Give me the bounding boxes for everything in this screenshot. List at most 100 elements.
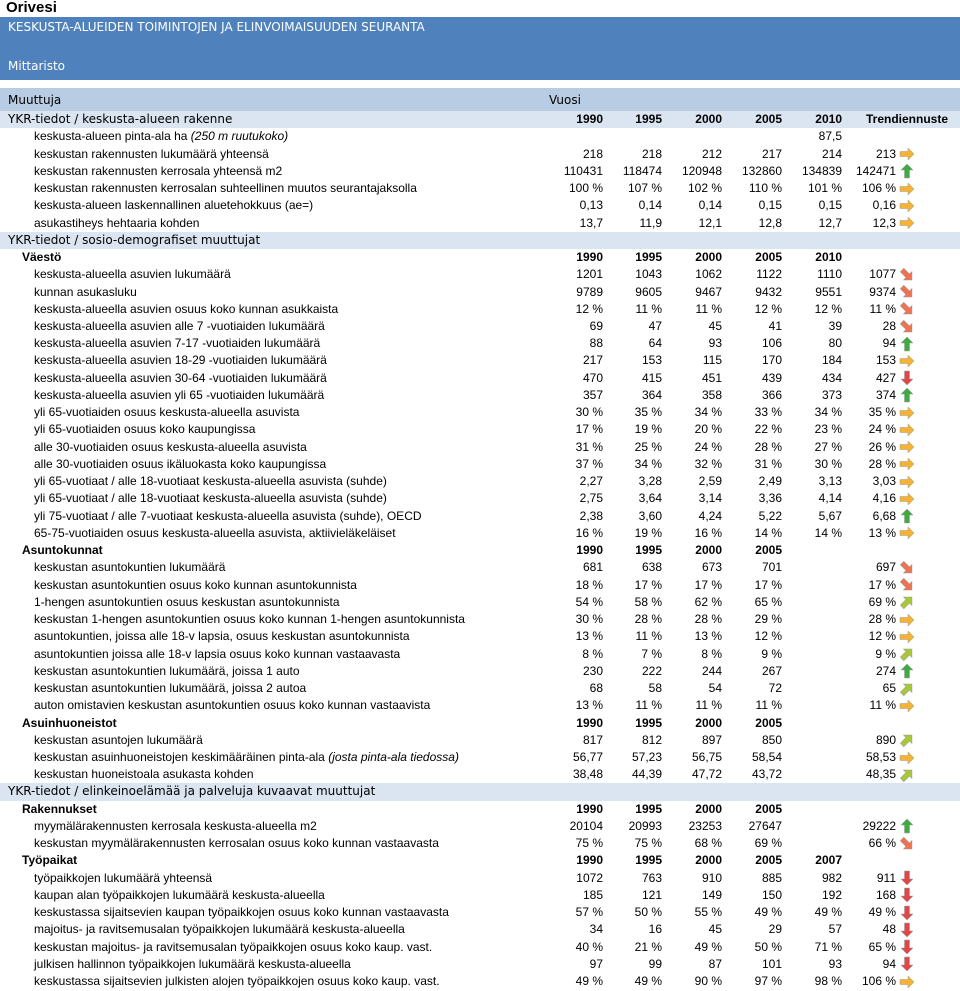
value: 99 xyxy=(648,956,662,971)
row-label: keskustan asuntokuntien osuus koko kunna… xyxy=(34,577,357,592)
value: 30 % xyxy=(575,405,603,420)
value: 13 % xyxy=(694,629,722,644)
year-label: 2010 xyxy=(815,112,842,127)
row-label: kaupan alan työpaikkojen lukumäärä kesku… xyxy=(34,887,325,902)
year-label: 2007 xyxy=(815,853,842,868)
value: 50 % xyxy=(754,939,782,954)
value: 34 xyxy=(589,922,603,937)
year-label: 2005 xyxy=(755,250,782,265)
value: 54 xyxy=(708,681,722,696)
value: 638 xyxy=(641,560,662,575)
value: 75 % xyxy=(575,836,603,851)
row-label: asukastiheys hehtaaria kohden xyxy=(34,215,200,230)
value: 72 xyxy=(768,681,782,696)
value: 19 % xyxy=(634,422,662,437)
value: 58 % xyxy=(634,594,662,609)
value: 357 xyxy=(582,387,603,402)
row-label: yli 65-vuotiaat / alle 18-vuotiaat kesku… xyxy=(34,491,387,506)
trend-arrow xyxy=(900,370,914,386)
value: 366 xyxy=(761,387,782,402)
year-label: 1995 xyxy=(635,250,662,265)
value: 885 xyxy=(761,870,782,885)
value: 57 xyxy=(828,922,842,937)
value: 17 % xyxy=(694,577,722,592)
value: 3,36 xyxy=(758,491,782,506)
row-label: keskusta-alueella asuvien 7-17 -vuotiaid… xyxy=(34,336,321,351)
value: 439 xyxy=(761,370,782,385)
value: 982 xyxy=(821,870,842,885)
value: 2,49 xyxy=(758,474,782,489)
trend-arrow xyxy=(900,819,914,834)
year-label: 1990 xyxy=(576,543,603,558)
value: 30 % xyxy=(575,612,603,627)
value: 5,22 xyxy=(758,508,782,523)
value: 49 % xyxy=(634,974,662,989)
value: 66 % xyxy=(868,836,896,851)
section-bg xyxy=(0,231,960,249)
subtitle: Mittaristo xyxy=(8,59,66,73)
value: 106 xyxy=(761,336,782,351)
value: 106 % xyxy=(861,181,896,196)
value: 9789 xyxy=(576,284,603,299)
value: 101 % xyxy=(807,181,842,196)
value: 29222 xyxy=(862,818,896,833)
value: 28 % xyxy=(754,439,782,454)
value: 68 xyxy=(589,681,603,696)
year-label: 1990 xyxy=(576,112,603,127)
forecast-label: Trendiennuste xyxy=(865,112,948,127)
row-label: 65-75-vuotiaiden osuus keskusta-alueella… xyxy=(34,525,396,540)
row-label: keskusta-alueella asuvien osuus koko kun… xyxy=(34,301,339,316)
value: 11 % xyxy=(635,629,662,644)
value: 94 xyxy=(882,336,896,351)
trend-arrow xyxy=(900,922,914,938)
value: 62 % xyxy=(694,594,722,609)
value: 213 xyxy=(875,146,896,161)
row-label: keskustan rakennusten kerrosalan suhteel… xyxy=(34,181,417,196)
trend-arrow xyxy=(899,597,913,610)
value: 4,14 xyxy=(818,491,842,506)
value: 850 xyxy=(761,732,782,747)
value: 0,15 xyxy=(818,198,842,213)
value: 267 xyxy=(761,663,782,678)
value: 17 % xyxy=(575,422,603,437)
value: 87 xyxy=(708,956,722,971)
value: 11 % xyxy=(755,698,782,713)
value: 364 xyxy=(641,387,662,402)
value: 17 % xyxy=(868,577,896,592)
trend-arrow xyxy=(899,630,915,644)
value: 1062 xyxy=(695,267,722,282)
value: 1201 xyxy=(576,267,603,282)
value: 16 xyxy=(648,922,662,937)
trend-arrow xyxy=(899,769,913,782)
value: 358 xyxy=(701,387,722,402)
value: 49 % xyxy=(694,939,722,954)
value: 26 % xyxy=(868,439,896,454)
value: 451 xyxy=(701,370,722,385)
value: 911 xyxy=(876,870,896,885)
year-label: 1995 xyxy=(635,112,662,127)
value: 44,39 xyxy=(631,767,662,782)
value: 34 % xyxy=(634,456,662,471)
value: 153 xyxy=(875,353,896,368)
trend-arrow xyxy=(900,336,914,351)
value: 58 xyxy=(648,681,662,696)
value: 0,16 xyxy=(872,198,896,213)
value: 23 % xyxy=(814,422,842,437)
year-label: 2000 xyxy=(695,853,722,868)
value: 8 % xyxy=(701,646,722,661)
value: 57 % xyxy=(575,905,603,920)
value: 19 % xyxy=(634,525,662,540)
value: 12 % xyxy=(754,629,782,644)
value: 2,59 xyxy=(698,474,722,489)
value: 49 % xyxy=(814,905,842,920)
year-label: 1990 xyxy=(576,715,603,730)
value: 16 % xyxy=(694,525,722,540)
value: 110431 xyxy=(563,163,603,178)
section-title: YKR-tiedot / elinkeinoelämää ja palveluj… xyxy=(8,784,376,799)
value: 50 % xyxy=(634,905,662,920)
trend-arrow xyxy=(899,683,913,696)
value: 9605 xyxy=(635,284,662,299)
row-label: keskusta-alueen laskennallinen aluetehok… xyxy=(34,198,314,213)
value: 58,54 xyxy=(751,750,782,764)
trend-arrow xyxy=(899,354,915,368)
